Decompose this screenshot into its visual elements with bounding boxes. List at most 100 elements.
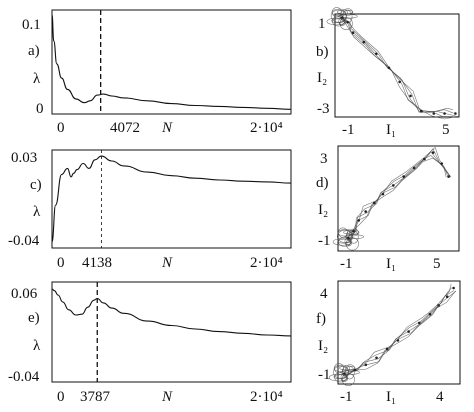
- phase-point: [347, 236, 350, 240]
- phase-point: [353, 368, 357, 372]
- panel-c-xtick-marker: 4138: [82, 255, 112, 271]
- phase-trajectory-strand: [346, 290, 456, 377]
- panel-d-ytick-bottom: -1: [318, 233, 331, 249]
- panel-e-xtick-start: 0: [57, 389, 65, 405]
- phase-trajectory-strand: [339, 17, 454, 114]
- panel-c-lambda-curve: [51, 155, 292, 243]
- panel-e-xlabel: N: [161, 389, 173, 405]
- panel-f-label: f): [316, 311, 326, 327]
- panel-d-ylabel: I₂: [318, 202, 328, 218]
- phase-point: [346, 20, 349, 24]
- panel-f-frame: [337, 280, 461, 385]
- panel-e-xtick-end: 2·10⁴: [250, 389, 283, 405]
- phase-tangle-loop: [342, 8, 353, 16]
- phase-point: [392, 184, 395, 187]
- panel-f-ylabel: I₂: [318, 338, 328, 354]
- phase-point: [428, 312, 432, 316]
- phase-point: [351, 31, 355, 34]
- phase-point: [418, 321, 421, 325]
- panel-a-ytick-bottom: 0: [36, 101, 44, 117]
- phase-point: [409, 94, 412, 98]
- panel-c-xlabel: N: [161, 255, 173, 271]
- panel-e-ylabel: λ: [33, 338, 41, 354]
- panel-b-xlabel: I₁: [386, 122, 396, 138]
- phase-point: [357, 219, 361, 222]
- phase-point: [373, 201, 376, 205]
- panel-c-xtick-end: 2·10⁴: [250, 255, 283, 271]
- phase-trajectory-strand: [345, 146, 451, 235]
- phase-tangle-loop: [337, 229, 355, 237]
- panel-a-ylabel: λ: [33, 71, 41, 87]
- panel-d-ytick-top: 3: [320, 151, 328, 167]
- phase-point: [437, 304, 440, 307]
- phase-point: [420, 109, 423, 113]
- panel-a-label: a): [28, 43, 40, 59]
- phase-tangle-loop: [337, 238, 351, 244]
- phase-trajectory-strand: [344, 20, 458, 118]
- phase-point: [343, 372, 346, 375]
- phase-point: [407, 330, 410, 333]
- phase-tangle-loop: [333, 374, 347, 380]
- panel-d-xtick-left: -1: [340, 256, 353, 272]
- panel-d-label: d): [316, 175, 329, 191]
- panel-c-xtick-start: 0: [57, 255, 65, 271]
- phase-trajectory-strand: [339, 13, 454, 113]
- panel-d-frame: [337, 145, 460, 252]
- panel-e-frame: [51, 281, 292, 383]
- phase-tangle-loop: [331, 18, 345, 24]
- phase-point: [440, 162, 444, 165]
- phase-point: [364, 210, 368, 213]
- phase-tangle-loop: [326, 17, 346, 26]
- panel-c-ytick-bottom: -0.04: [8, 233, 40, 249]
- panel-b-ytick-top: 1: [318, 16, 326, 32]
- phase-trajectory-strand: [348, 151, 451, 241]
- phase-tangle-loop: [333, 364, 351, 373]
- panel-a-ytick-top: 0.1: [22, 17, 41, 33]
- panel-a-xtick-start: 0: [57, 120, 65, 136]
- phase-trajectory-strand: [346, 148, 452, 239]
- phase-point: [454, 112, 457, 115]
- phase-point: [431, 151, 435, 154]
- phase-point: [387, 66, 391, 70]
- phase-point: [398, 80, 402, 84]
- panel-c-frame: [51, 149, 292, 249]
- panel-b-phase-cloud: [326, 7, 458, 120]
- panel-b-ylabel: I₂: [317, 70, 327, 86]
- phase-trajectory-strand: [350, 155, 449, 241]
- phase-point: [375, 356, 378, 360]
- panel-f-xtick-right: 4: [436, 389, 444, 405]
- phase-trajectory-strand: [344, 19, 458, 120]
- panel-f-ytick-top: 4: [320, 286, 328, 302]
- phase-trajectory-strand: [342, 284, 452, 371]
- phase-trajectory-strand: [342, 19, 456, 117]
- panel-f-phase-cloud: [328, 284, 457, 386]
- panel-f-xlabel: I₁: [386, 389, 396, 405]
- phase-point: [352, 230, 355, 233]
- phase-point: [432, 112, 436, 115]
- phase-point: [375, 52, 378, 56]
- panel-a-xtick-marker: 4072: [110, 120, 140, 136]
- panel-c-label: c): [30, 177, 42, 193]
- phase-point: [381, 192, 385, 196]
- phase-point: [362, 40, 366, 44]
- panel-f-xtick-left: -1: [340, 389, 353, 405]
- phase-trajectory-strand: [342, 287, 452, 374]
- panel-b-label: b): [316, 44, 329, 60]
- panel-d-phase-cloud: [332, 146, 452, 251]
- panel-b-frame: [334, 13, 460, 118]
- panel-c-ytick-top: 0.03: [11, 150, 37, 166]
- phase-point: [402, 175, 406, 178]
- phase-point: [385, 347, 389, 351]
- phase-tangle-loop: [331, 8, 348, 17]
- panel-b-xtick-right: 5: [442, 122, 450, 138]
- panel-e-ytick-bottom: -0.04: [8, 369, 40, 385]
- panel-b-xtick-left: -1: [342, 122, 355, 138]
- panel-e-lambda-curve: [51, 288, 292, 337]
- phase-point: [447, 175, 450, 178]
- panel-a-lambda-curve: [51, 14, 292, 110]
- phase-point: [452, 286, 455, 290]
- phase-point: [364, 363, 368, 367]
- panel-a-xtick-end: 2·10⁴: [250, 120, 283, 136]
- panel-e-xtick-marker: 3787: [80, 389, 111, 405]
